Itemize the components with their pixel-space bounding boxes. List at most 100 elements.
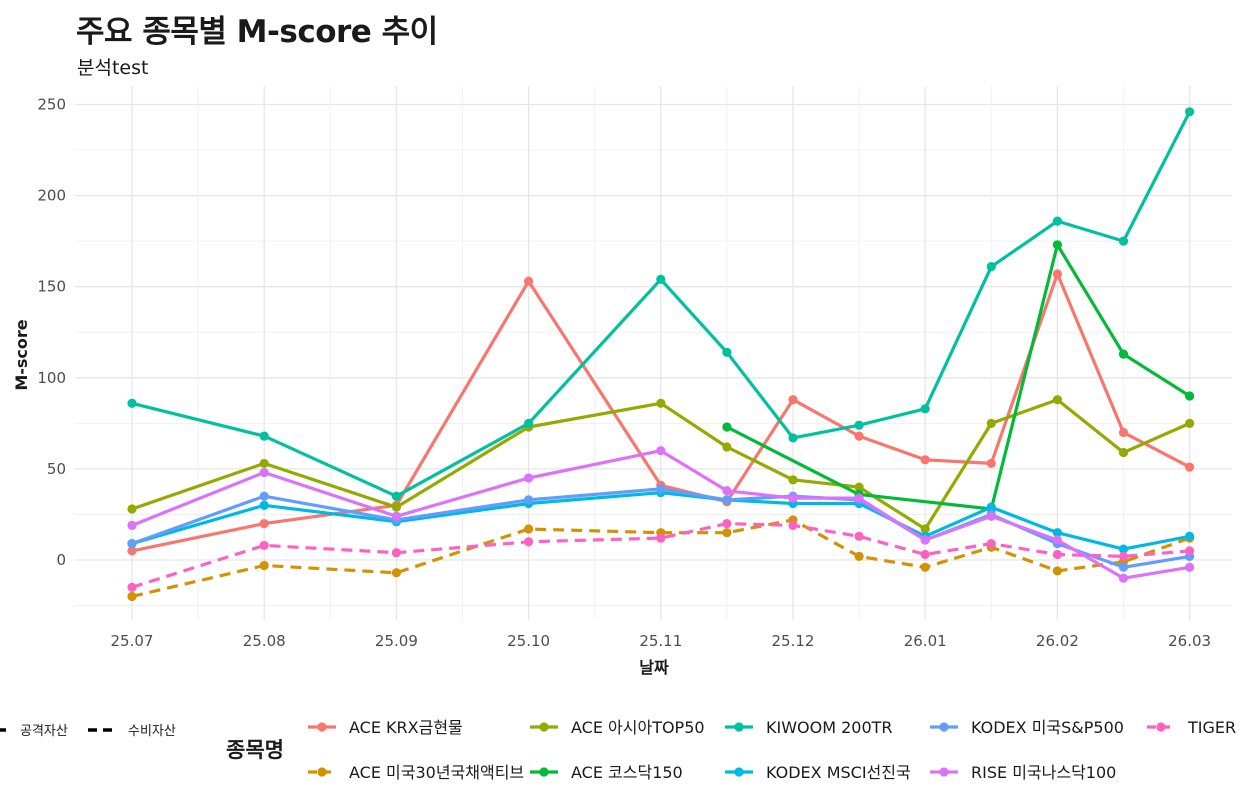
data-point: [391, 511, 401, 521]
data-point: [1118, 447, 1129, 458]
data-point: [127, 398, 137, 408]
data-point: [788, 493, 798, 503]
data-point: [259, 491, 269, 501]
data-point: [788, 433, 798, 443]
legend-label: KODEX MSCI선진국: [766, 763, 911, 782]
legend-item: KODEX 미국S&P500: [930, 718, 1124, 737]
x-tick-label: 25.12: [772, 632, 815, 650]
data-point: [127, 546, 137, 556]
data-point: [524, 524, 534, 534]
data-point: [259, 518, 269, 529]
x-tick-label: 25.11: [639, 632, 682, 650]
data-point: [788, 475, 798, 485]
data-point: [1118, 427, 1129, 438]
y-tick-label: 50: [47, 460, 66, 478]
legend-title: 종목명: [226, 738, 284, 762]
data-point: [524, 537, 534, 547]
data-point: [524, 276, 534, 286]
data-point: [259, 467, 269, 478]
chart-subtitle: 분석test: [77, 57, 149, 79]
data-point: [1118, 573, 1129, 583]
legend-label: TIGER: [1187, 718, 1236, 737]
legend-label: RISE 미국나스닥100: [971, 763, 1116, 782]
data-point: [127, 539, 137, 549]
data-point: [127, 520, 137, 530]
data-point: [656, 484, 666, 494]
legend-label: KIWOOM 200TR: [766, 718, 893, 737]
data-point: [1118, 544, 1129, 554]
data-point: [920, 562, 930, 572]
series-2: [127, 395, 1195, 534]
data-point: [1052, 240, 1062, 250]
data-point: [1052, 395, 1062, 405]
data-point: [986, 511, 996, 521]
data-point: [1185, 531, 1195, 541]
legend-label: ACE 미국30년국채액티브: [349, 763, 524, 782]
series-line: [726, 243, 1191, 511]
legend-item: ACE 미국30년국채액티브: [308, 763, 524, 782]
data-point: [391, 491, 401, 501]
y-tick-label: 200: [37, 187, 66, 205]
data-point: [920, 404, 930, 414]
data-point: [986, 458, 996, 469]
data-point: [259, 500, 269, 510]
data-point: [127, 582, 137, 592]
data-point: [1185, 107, 1195, 117]
data-point: [127, 591, 137, 602]
data-point: [854, 531, 864, 541]
legend-item: KODEX MSCI선진국: [725, 763, 911, 782]
series-8: [127, 518, 1195, 592]
x-tick-label: 26.02: [1036, 632, 1079, 650]
data-point: [1185, 391, 1195, 401]
data-point: [259, 540, 269, 551]
linetype-label: 수비자산: [128, 724, 176, 739]
data-point: [920, 549, 930, 560]
data-point: [259, 431, 269, 441]
data-point: [1052, 549, 1062, 560]
data-point: [788, 520, 798, 530]
y-tick-label: 150: [37, 278, 66, 296]
data-point: [722, 518, 732, 529]
data-point: [854, 482, 864, 492]
data-point: [1052, 269, 1062, 279]
data-point: [391, 502, 401, 512]
data-point: [1052, 528, 1062, 538]
data-point: [1118, 562, 1129, 572]
data-point: [656, 533, 666, 543]
data-point: [854, 551, 864, 561]
data-point: [986, 262, 996, 272]
data-point: [986, 502, 996, 512]
legend-item: ACE 아시아TOP50: [530, 718, 705, 737]
linetype-legend: 공격자산 수비자산: [0, 724, 176, 739]
data-point: [722, 528, 732, 538]
y-axis-title: M-score: [12, 319, 31, 390]
data-point: [722, 442, 732, 452]
y-tick-label: 100: [37, 369, 66, 387]
legend-key-dot: [539, 722, 549, 732]
data-point: [1185, 462, 1195, 472]
y-tick-label: 250: [37, 96, 66, 114]
data-point: [1052, 216, 1062, 226]
x-tick-label: 25.07: [111, 632, 154, 650]
data-point: [920, 535, 930, 545]
data-point: [986, 539, 996, 549]
legend-key-dot: [734, 722, 744, 732]
data-point: [259, 458, 269, 469]
data-point: [656, 446, 666, 456]
legend-key-dot: [317, 722, 327, 732]
legend-key-dot: [939, 767, 949, 777]
legend-label: ACE 아시아TOP50: [571, 718, 705, 737]
data-point: [920, 455, 930, 465]
data-point: [1185, 418, 1195, 428]
data-point: [524, 418, 534, 428]
data-point: [127, 504, 137, 514]
legend-item: RISE 미국나스닥100: [930, 763, 1116, 782]
x-axis-title: 날짜: [639, 658, 669, 677]
axes: 0 50 100 150 200 250 25.07 25.08 25.09 25.10 25.11…: [37, 96, 1211, 651]
data-point: [1052, 535, 1062, 545]
linetype-label: 공격자산: [20, 724, 68, 739]
x-tick-label: 25.09: [375, 632, 418, 650]
data-point: [722, 486, 732, 496]
legend-key-dot: [939, 722, 949, 732]
